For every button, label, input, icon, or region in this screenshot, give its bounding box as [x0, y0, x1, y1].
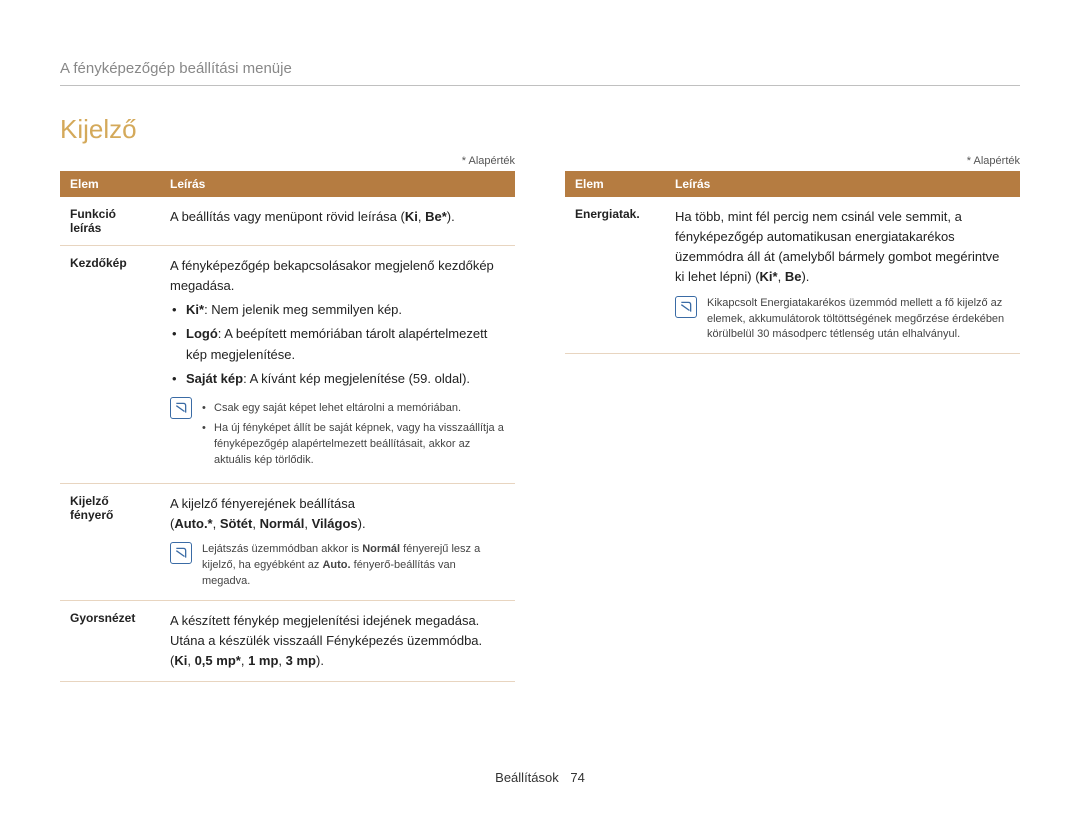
table-header-row: Elem Leírás	[60, 171, 515, 197]
row-label: Kijelző fényerő	[60, 483, 160, 600]
row-desc: A beállítás vagy menüpont rövid leírása …	[160, 197, 515, 246]
default-note-right: * Alapérték	[565, 155, 1020, 167]
page-footer: Beállítások 74	[0, 770, 1080, 785]
table-header-row: Elem Leírás	[565, 171, 1020, 197]
row-desc: Ha több, mint fél percig nem csinál vele…	[665, 197, 1020, 354]
row-label: Gyorsnézet	[60, 600, 160, 681]
note-text: Csak egy saját képet lehet eltárolni a m…	[202, 397, 505, 473]
note-box: Csak egy saját képet lehet eltárolni a m…	[170, 397, 505, 473]
th-desc: Leírás	[160, 171, 515, 197]
note-box: Kikapcsolt Energiatakarékos üzemmód mell…	[675, 296, 1010, 344]
note-box: Lejátszás üzemmódban akkor is Normál fén…	[170, 542, 505, 590]
table-row: Energiatak. Ha több, mint fél percig nem…	[565, 197, 1020, 354]
info-icon	[675, 296, 697, 318]
left-table: Elem Leírás Funkció leírás A beállítás v…	[60, 171, 515, 682]
right-column: * Alapérték Elem Leírás Energiatak. Ha t…	[565, 155, 1020, 682]
content-columns: * Alapérték Elem Leírás Funkció leírás A…	[60, 155, 1020, 682]
table-row: Kezdőkép A fényképezőgép bekapcsolásakor…	[60, 246, 515, 484]
row-desc: A fényképezőgép bekapcsolásakor megjelen…	[160, 246, 515, 484]
row-label: Energiatak.	[565, 197, 665, 354]
th-desc: Leírás	[665, 171, 1020, 197]
table-row: Kijelző fényerő A kijelző fényerejének b…	[60, 483, 515, 600]
row-desc: A kijelző fényerejének beállítása (Auto.…	[160, 483, 515, 600]
breadcrumb: A fényképezőgép beállítási menüje	[60, 60, 1020, 86]
row-label: Kezdőkép	[60, 246, 160, 484]
row-desc: A készített fénykép megjelenítési idején…	[160, 600, 515, 681]
right-table: Elem Leírás Energiatak. Ha több, mint fé…	[565, 171, 1020, 354]
default-note-left: * Alapérték	[60, 155, 515, 167]
info-icon	[170, 542, 192, 564]
footer-page-number: 74	[570, 770, 584, 785]
footer-label: Beállítások	[495, 770, 559, 785]
row-label: Funkció leírás	[60, 197, 160, 246]
th-item: Elem	[60, 171, 160, 197]
table-row: Gyorsnézet A készített fénykép megjelení…	[60, 600, 515, 681]
info-icon	[170, 397, 192, 419]
note-text: Lejátszás üzemmódban akkor is Normál fén…	[202, 542, 505, 590]
table-row: Funkció leírás A beállítás vagy menüpont…	[60, 197, 515, 246]
section-title: Kijelző	[60, 114, 1020, 145]
note-text: Kikapcsolt Energiatakarékos üzemmód mell…	[707, 296, 1010, 344]
left-column: * Alapérték Elem Leírás Funkció leírás A…	[60, 155, 515, 682]
th-item: Elem	[565, 171, 665, 197]
